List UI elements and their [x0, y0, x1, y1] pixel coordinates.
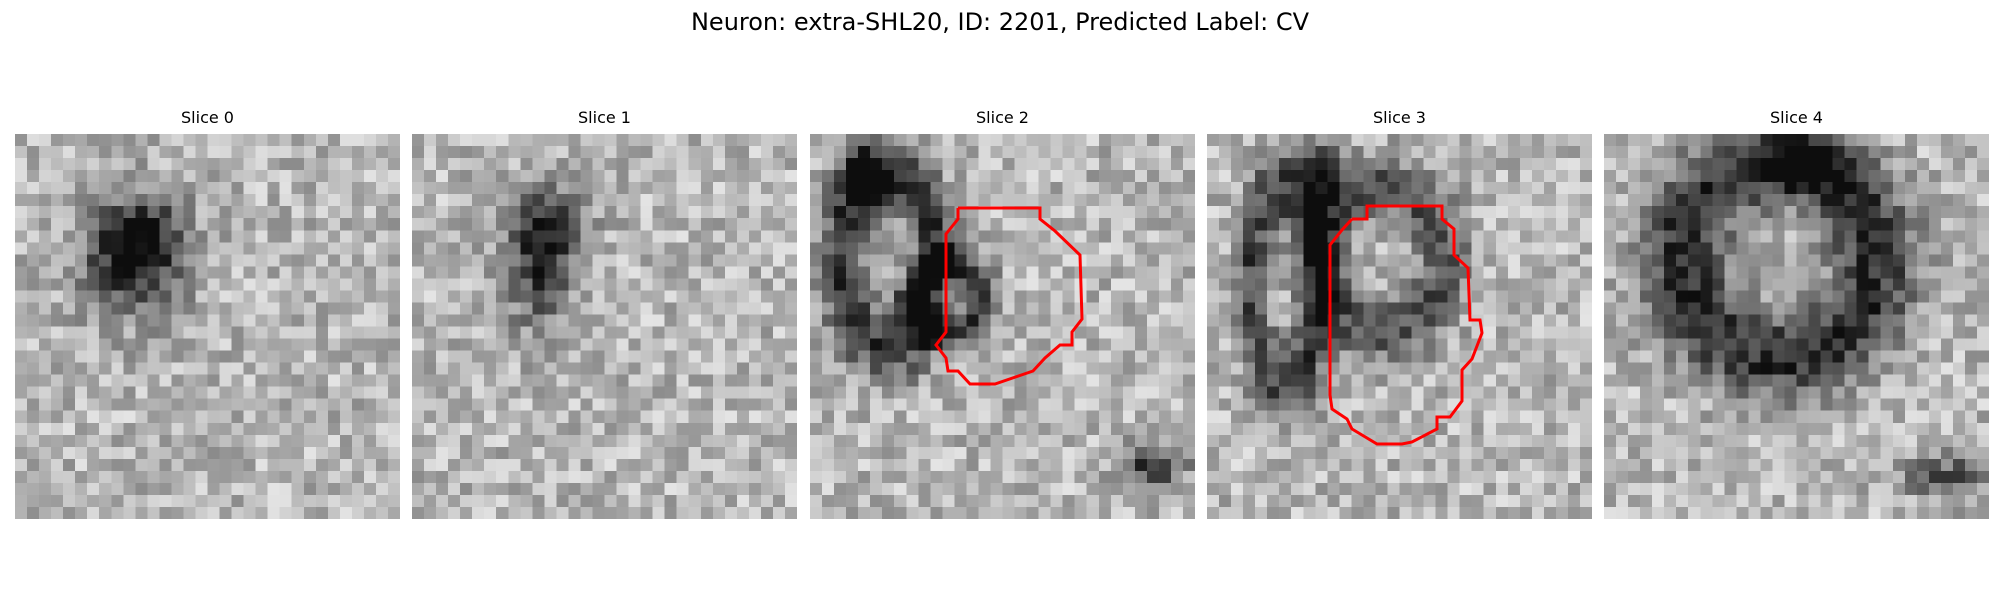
slice-image [412, 134, 797, 519]
slice-image [1604, 134, 1989, 519]
slice-image [1207, 134, 1592, 519]
segmentation-contour [934, 206, 1084, 386]
slice-title: Slice 2 [976, 108, 1029, 127]
slice-title: Slice 4 [1770, 108, 1823, 127]
slice-image [15, 134, 400, 519]
slice-image [810, 134, 1195, 519]
slice-title: Slice 1 [578, 108, 631, 127]
slice-title: Slice 3 [1373, 108, 1426, 127]
figure-title: Neuron: extra-SHL20, ID: 2201, Predicted… [690, 8, 1310, 36]
slice-title: Slice 0 [181, 108, 234, 127]
segmentation-contour [1328, 204, 1484, 446]
